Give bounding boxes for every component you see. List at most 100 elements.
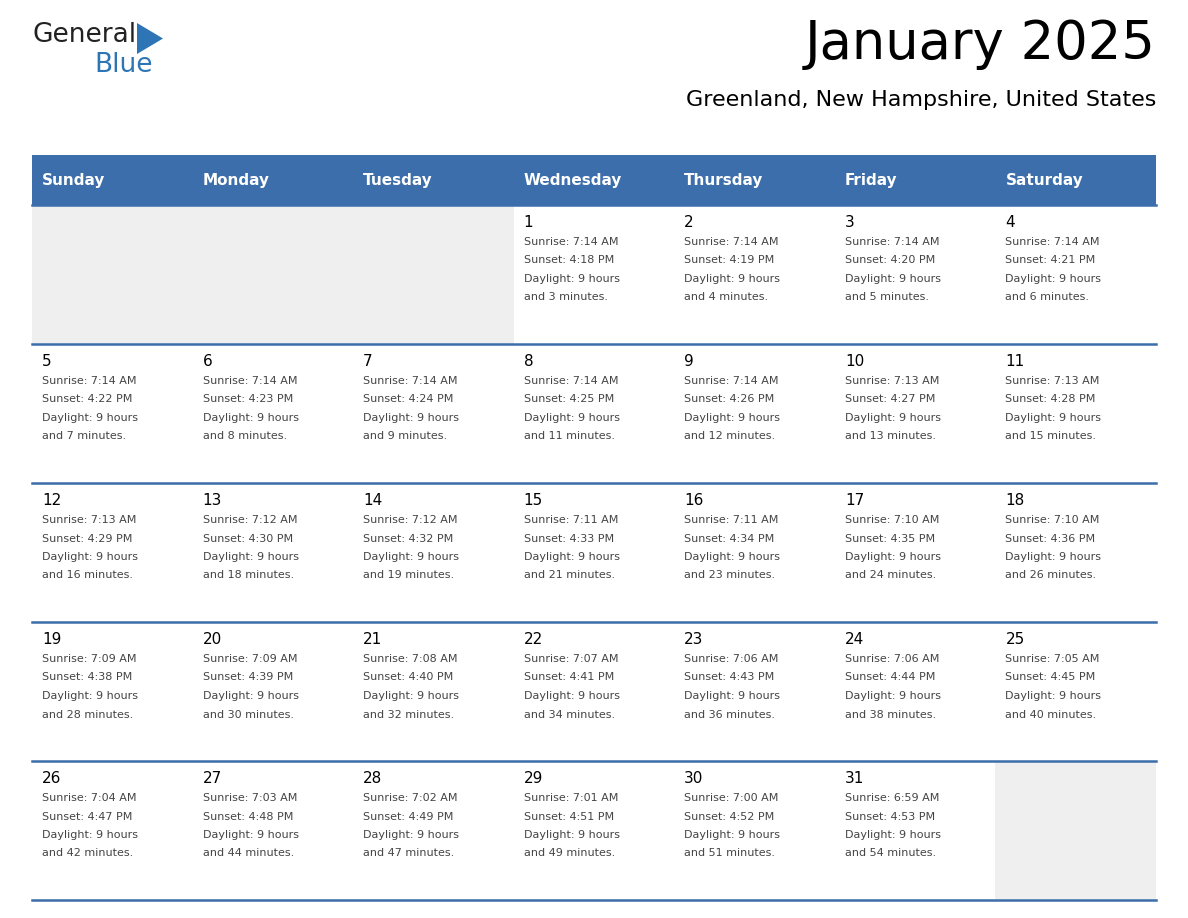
Bar [353,344,513,483]
Text: Blue: Blue [94,52,152,78]
Bar [353,622,513,761]
Text: and 44 minutes.: and 44 minutes. [203,848,293,858]
Text: and 8 minutes.: and 8 minutes. [203,431,286,442]
Text: Sunset: 4:30 PM: Sunset: 4:30 PM [203,533,292,543]
Text: Sunrise: 7:12 AM: Sunrise: 7:12 AM [203,515,297,525]
Text: and 26 minutes.: and 26 minutes. [1005,570,1097,580]
Bar [513,155,675,205]
Text: Sunset: 4:26 PM: Sunset: 4:26 PM [684,395,775,405]
Text: and 36 minutes.: and 36 minutes. [684,710,776,720]
Text: Sunset: 4:29 PM: Sunset: 4:29 PM [42,533,132,543]
Text: Sunrise: 7:14 AM: Sunrise: 7:14 AM [1005,237,1100,247]
Text: Sunset: 4:28 PM: Sunset: 4:28 PM [1005,395,1095,405]
Text: 5: 5 [42,354,51,369]
Text: Sunrise: 7:14 AM: Sunrise: 7:14 AM [684,237,779,247]
Text: 17: 17 [845,493,864,508]
Text: Sunset: 4:27 PM: Sunset: 4:27 PM [845,395,935,405]
Text: 9: 9 [684,354,694,369]
Bar [513,761,675,900]
Text: 30: 30 [684,771,703,786]
Bar [32,483,1156,622]
Text: 31: 31 [845,771,864,786]
Bar [353,761,513,900]
Text: 6: 6 [203,354,213,369]
Text: 7: 7 [364,354,373,369]
Text: 19: 19 [42,632,62,647]
Text: Sunset: 4:39 PM: Sunset: 4:39 PM [203,673,292,682]
Text: 11: 11 [1005,354,1025,369]
Text: 10: 10 [845,354,864,369]
Text: 13: 13 [203,493,222,508]
Text: 12: 12 [42,493,62,508]
Text: and 4 minutes.: and 4 minutes. [684,293,769,303]
Text: Sunset: 4:33 PM: Sunset: 4:33 PM [524,533,614,543]
Text: Daylight: 9 hours: Daylight: 9 hours [684,274,781,284]
Text: and 32 minutes.: and 32 minutes. [364,710,454,720]
Text: Sunset: 4:45 PM: Sunset: 4:45 PM [1005,673,1095,682]
Text: Daylight: 9 hours: Daylight: 9 hours [684,691,781,701]
Text: Sunset: 4:23 PM: Sunset: 4:23 PM [203,395,292,405]
Text: and 38 minutes.: and 38 minutes. [845,710,936,720]
Text: Sunset: 4:51 PM: Sunset: 4:51 PM [524,812,614,822]
Text: Sunrise: 7:13 AM: Sunrise: 7:13 AM [42,515,137,525]
Bar [32,622,192,761]
Text: and 6 minutes.: and 6 minutes. [1005,293,1089,303]
Text: Daylight: 9 hours: Daylight: 9 hours [1005,413,1101,423]
Text: Daylight: 9 hours: Daylight: 9 hours [524,413,620,423]
Text: and 15 minutes.: and 15 minutes. [1005,431,1097,442]
Text: and 40 minutes.: and 40 minutes. [1005,710,1097,720]
Text: Daylight: 9 hours: Daylight: 9 hours [845,274,941,284]
Text: Sunset: 4:48 PM: Sunset: 4:48 PM [203,812,293,822]
Text: Sunrise: 7:06 AM: Sunrise: 7:06 AM [845,654,940,664]
Bar [675,761,835,900]
Text: Daylight: 9 hours: Daylight: 9 hours [684,830,781,840]
Text: Sunrise: 7:13 AM: Sunrise: 7:13 AM [845,376,940,386]
Text: Daylight: 9 hours: Daylight: 9 hours [845,413,941,423]
Text: Sunrise: 7:05 AM: Sunrise: 7:05 AM [1005,654,1100,664]
Bar [32,483,192,622]
Bar [835,761,996,900]
Text: 1: 1 [524,215,533,230]
Text: Daylight: 9 hours: Daylight: 9 hours [524,274,620,284]
Text: and 7 minutes.: and 7 minutes. [42,431,126,442]
Text: and 5 minutes.: and 5 minutes. [845,293,929,303]
Text: and 54 minutes.: and 54 minutes. [845,848,936,858]
Bar [192,622,353,761]
Text: 24: 24 [845,632,864,647]
Text: Sunrise: 7:08 AM: Sunrise: 7:08 AM [364,654,457,664]
Text: Sunrise: 6:59 AM: Sunrise: 6:59 AM [845,793,940,803]
Bar [675,205,835,344]
Bar [835,483,996,622]
Text: Daylight: 9 hours: Daylight: 9 hours [845,830,941,840]
Text: Sunset: 4:40 PM: Sunset: 4:40 PM [364,673,454,682]
Text: Thursday: Thursday [684,173,764,187]
Text: Sunrise: 7:14 AM: Sunrise: 7:14 AM [845,237,940,247]
Text: Daylight: 9 hours: Daylight: 9 hours [684,552,781,562]
Text: Sunset: 4:20 PM: Sunset: 4:20 PM [845,255,935,265]
Bar [675,155,835,205]
Bar [996,344,1156,483]
Polygon shape [137,23,163,54]
Text: and 12 minutes.: and 12 minutes. [684,431,776,442]
Text: and 16 minutes.: and 16 minutes. [42,570,133,580]
Text: Sunset: 4:18 PM: Sunset: 4:18 PM [524,255,614,265]
Text: Sunrise: 7:06 AM: Sunrise: 7:06 AM [684,654,778,664]
Text: 3: 3 [845,215,854,230]
Bar [192,155,353,205]
Text: Tuesday: Tuesday [364,173,432,187]
Text: Sunrise: 7:10 AM: Sunrise: 7:10 AM [845,515,940,525]
Text: Sunrise: 7:13 AM: Sunrise: 7:13 AM [1005,376,1100,386]
Text: Daylight: 9 hours: Daylight: 9 hours [1005,691,1101,701]
Text: 21: 21 [364,632,383,647]
Text: Sunrise: 7:14 AM: Sunrise: 7:14 AM [684,376,779,386]
Text: Daylight: 9 hours: Daylight: 9 hours [364,830,459,840]
Text: 16: 16 [684,493,703,508]
Text: Daylight: 9 hours: Daylight: 9 hours [42,691,138,701]
Text: Sunset: 4:53 PM: Sunset: 4:53 PM [845,812,935,822]
Text: and 24 minutes.: and 24 minutes. [845,570,936,580]
Text: Sunrise: 7:09 AM: Sunrise: 7:09 AM [42,654,137,664]
Bar [996,622,1156,761]
Bar [675,344,835,483]
Text: Daylight: 9 hours: Daylight: 9 hours [364,413,459,423]
Text: Wednesday: Wednesday [524,173,623,187]
